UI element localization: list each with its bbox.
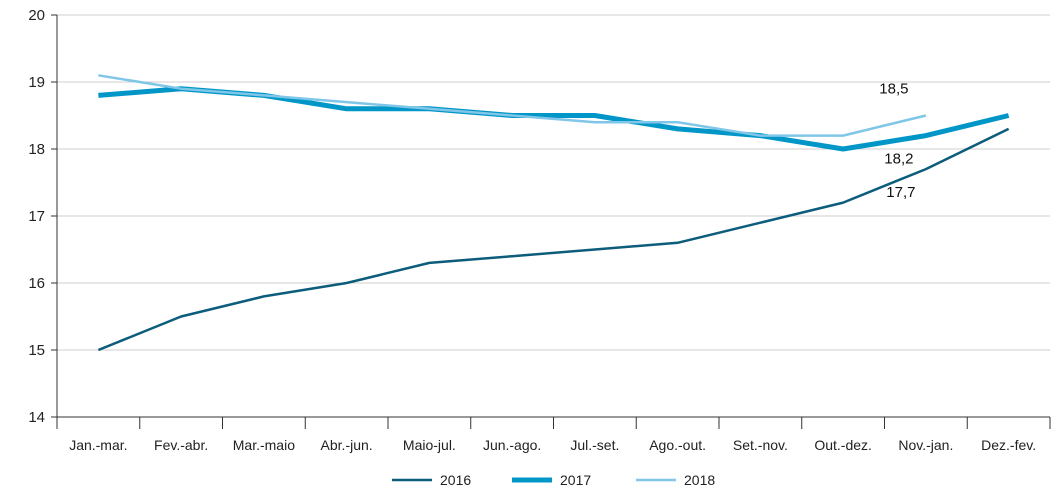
x-tick-label: Set.-nov. (733, 437, 788, 453)
legend: 2016 2017 2018 (392, 472, 715, 488)
x-tick-label: Out.-dez. (814, 437, 872, 453)
x-tick-label: Maio-jul. (403, 437, 456, 453)
y-tick-label: 18 (28, 141, 45, 158)
series-line-2016 (97, 127, 1010, 352)
gridlines (57, 14, 1050, 351)
data-label-2017: 18,2 (884, 151, 913, 168)
data-label-2016: 17,7 (886, 184, 915, 201)
y-tick-label: 19 (28, 74, 45, 91)
annotations: 18,5 18,2 17,7 (879, 81, 915, 202)
legend-label-2017: 2017 (560, 472, 591, 488)
y-tick-label: 20 (28, 7, 45, 24)
y-tick-label: 16 (28, 275, 45, 292)
legend-label-2016: 2016 (440, 472, 471, 488)
x-tick-label: Fev.-abr. (154, 437, 208, 453)
legend-label-2018: 2018 (684, 472, 715, 488)
x-tick-label: Mar.-maio (233, 437, 295, 453)
x-tick-label: Jul.-set. (570, 437, 619, 453)
x-tick-label: Nov.-jan. (898, 437, 953, 453)
x-tick-label: Jun.-ago. (483, 437, 541, 453)
x-tick-label: Ago.-out. (649, 437, 706, 453)
x-tick-label: Jan.-mar. (69, 437, 127, 453)
axes: 14 15 16 17 18 19 20 Jan.-mar. Fev.-abr. Mar.-mai… (28, 7, 1051, 453)
series-line-2018 (98, 74, 927, 137)
series-lines (97, 74, 1010, 352)
x-tick-label: Dez.-fev. (981, 437, 1036, 453)
y-tick-label: 15 (28, 342, 45, 359)
data-label-2018: 18,5 (879, 81, 908, 98)
x-tick-label: Abr.-jun. (321, 437, 373, 453)
y-tick-label: 14 (28, 409, 45, 426)
y-tick-label: 17 (28, 208, 45, 225)
